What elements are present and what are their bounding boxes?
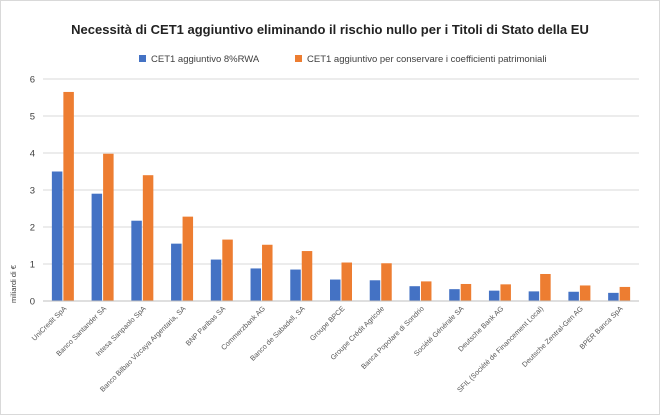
x-tick-label: UniCredit SpA	[30, 304, 69, 343]
bar-cet1-8-rwa-4	[171, 243, 182, 301]
chart-title: Necessità di CET1 aggiuntivo eliminando …	[71, 22, 589, 37]
bar-cet1-coefficienti-4	[182, 216, 194, 301]
x-tick-label: BPER Banca SpA	[577, 304, 624, 351]
bar-cet1-coefficienti-7	[301, 251, 313, 301]
legend-label-cet1-8-rwa: CET1 aggiuntivo 8%RWA	[151, 54, 260, 65]
bar-cet1-coefficienti-12	[500, 284, 511, 301]
bar-cet1-coefficienti-3	[142, 175, 154, 301]
bar-cet1-8-rwa-6	[250, 268, 262, 301]
bar-cet1-8-rwa-3	[131, 220, 142, 301]
bar-cet1-8-rwa-14	[568, 291, 579, 301]
bar-cet1-8-rwa-2	[91, 193, 103, 301]
y-tick-label: 6	[30, 75, 35, 86]
bar-cet1-coefficienti-11	[460, 283, 472, 301]
y-tick-label: 4	[30, 149, 35, 160]
x-tick-label: Banco Bilbao Vizcaya Argentaria, SA	[98, 304, 188, 394]
gridlines	[43, 78, 639, 265]
x-tick-label: BNP Paribas SA	[184, 304, 228, 348]
bar-cet1-8-rwa-12	[488, 290, 500, 301]
legend-swatch-cet1-coefficienti	[295, 55, 302, 62]
legend-label-cet1-coefficienti: CET1 aggiuntivo per conservare i coeffic…	[307, 54, 547, 65]
bar-cet1-8-rwa-9	[369, 280, 381, 301]
y-tick-labels: 0 1 2 3 4 5 6	[30, 75, 35, 308]
bar-cet1-8-rwa-10	[409, 286, 420, 301]
y-tick-label: 2	[30, 223, 35, 234]
y-tick-label: 5	[30, 112, 35, 123]
bar-cet1-coefficienti-9	[381, 263, 392, 301]
bar-cet1-coefficienti-15	[619, 286, 631, 301]
bar-cet1-8-rwa-13	[528, 291, 540, 301]
bars	[51, 91, 631, 301]
legend: CET1 aggiuntivo 8%RWA CET1 aggiuntivo pe…	[139, 54, 547, 65]
bar-cet1-coefficienti-2	[103, 153, 114, 301]
legend-swatch-cet1-8-rwa	[139, 55, 146, 62]
bar-cet1-8-rwa-7	[290, 269, 301, 301]
bar-cet1-coefficienti-8	[341, 262, 352, 301]
bar-cet1-coefficienti-13	[540, 273, 551, 301]
bar-cet1-8-rwa-1	[51, 171, 63, 301]
x-tick-label: SFIL (Société de Financement Local)	[455, 304, 545, 394]
bar-cet1-coefficienti-14	[579, 285, 591, 301]
bar-cet1-coefficienti-5	[222, 239, 233, 301]
bar-cet1-coefficienti-10	[420, 281, 432, 301]
y-tick-label: 0	[30, 297, 35, 308]
y-axis-label: miliardi di €	[9, 264, 18, 303]
x-tick-label: Groupe BPCE	[308, 304, 347, 343]
bar-cet1-coefficienti-6	[262, 244, 273, 301]
bar-cet1-8-rwa-11	[449, 289, 460, 301]
y-tick-label: 3	[30, 186, 35, 197]
y-tick-label: 1	[30, 260, 35, 271]
bar-cet1-8-rwa-8	[330, 279, 341, 301]
bar-cet1-coefficienti-1	[63, 91, 74, 301]
bar-cet1-8-rwa-5	[210, 259, 222, 301]
bar-cet1-8-rwa-15	[608, 292, 619, 301]
